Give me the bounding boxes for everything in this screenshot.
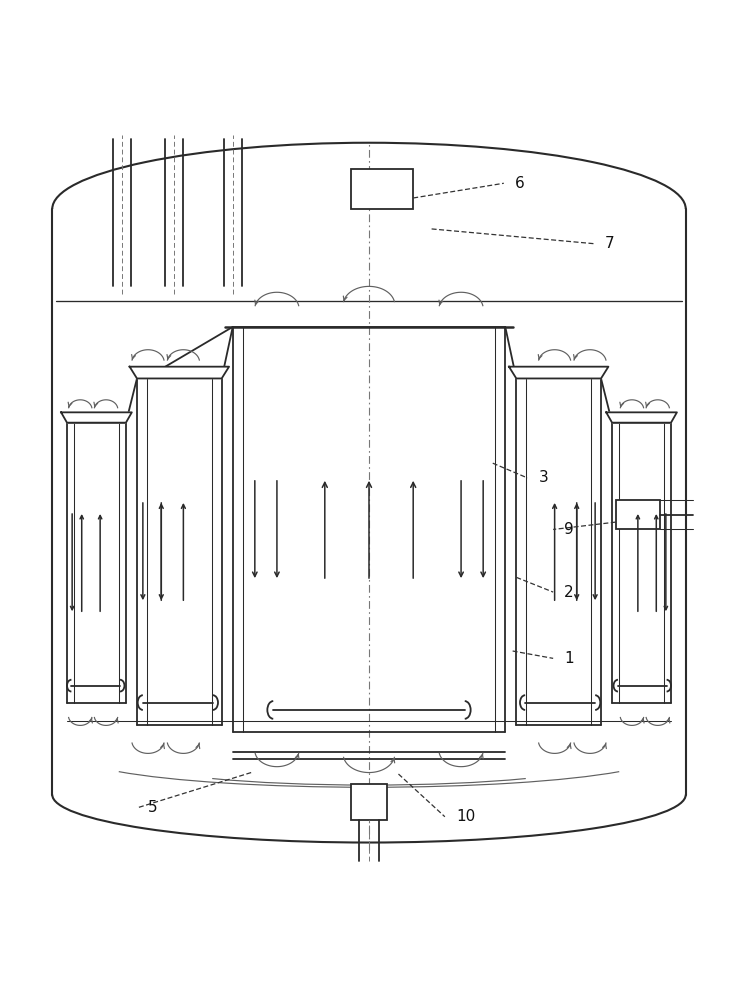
Bar	[351, 169, 413, 209]
Bar	[615, 500, 660, 529]
Text: 5: 5	[148, 800, 158, 815]
Text: 7: 7	[604, 236, 614, 251]
Polygon shape	[509, 367, 608, 378]
Text: 10: 10	[456, 809, 475, 824]
Text: 3: 3	[539, 470, 548, 485]
Text: 9: 9	[565, 522, 574, 537]
Polygon shape	[130, 367, 229, 378]
Polygon shape	[61, 412, 132, 423]
Polygon shape	[606, 412, 677, 423]
Text: 2: 2	[565, 585, 574, 600]
Bar	[351, 784, 387, 820]
Text: 6: 6	[515, 176, 525, 191]
Text: 1: 1	[565, 651, 574, 666]
